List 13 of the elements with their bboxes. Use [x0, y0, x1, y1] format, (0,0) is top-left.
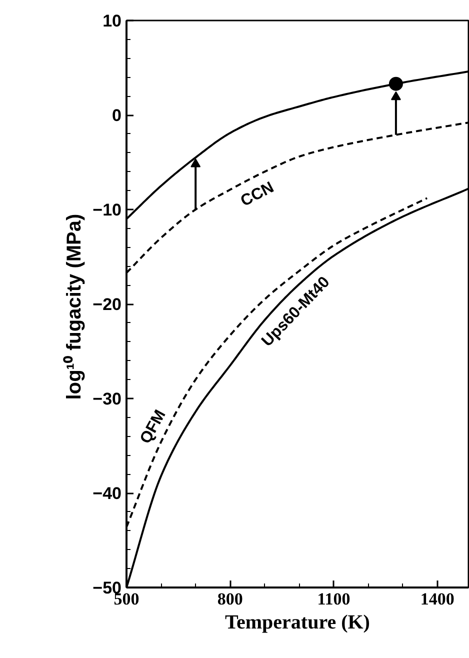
x-tick-label: 800	[217, 590, 243, 608]
x-tick-label: 1100	[317, 590, 350, 608]
y-tick-label: −20	[92, 295, 122, 314]
y-axis-title: log¹⁰ fugacity (MPa)	[62, 214, 86, 400]
y-tick-label: 10	[102, 12, 122, 30]
x-tick-label: 1400	[420, 590, 454, 608]
text: CCN	[238, 179, 277, 210]
y-tick-label: −10	[92, 200, 122, 220]
y-tick-label: 0	[112, 106, 122, 125]
x-axis-title: Temperature (K)	[225, 612, 370, 634]
y-tick-label: −40	[92, 484, 122, 503]
y-tick-label: −30	[92, 390, 122, 408]
text: QFM	[137, 407, 170, 447]
